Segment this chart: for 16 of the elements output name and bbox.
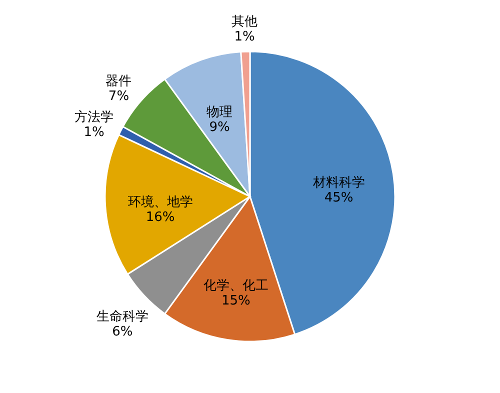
slice-label: 器件	[106, 74, 132, 89]
data-label: 1%	[234, 30, 255, 45]
data-label: 6%	[112, 324, 133, 340]
data-label: 9%	[209, 120, 230, 135]
slice-label: 环境、地学	[128, 194, 193, 210]
slice-label: 化学、化工	[203, 278, 268, 294]
slice-label: 生命科学	[96, 309, 148, 324]
data-label: 15%	[221, 293, 250, 308]
slice-label: 物理	[206, 104, 233, 120]
data-label: 7%	[108, 88, 130, 104]
slice-label: 材料科学	[312, 175, 365, 190]
slice-label: 方法学	[74, 109, 114, 126]
data-label: 16%	[146, 210, 175, 226]
slice-label: 其他	[232, 14, 258, 30]
data-label: 45%	[324, 190, 354, 206]
data-label: 1%	[84, 125, 104, 140]
